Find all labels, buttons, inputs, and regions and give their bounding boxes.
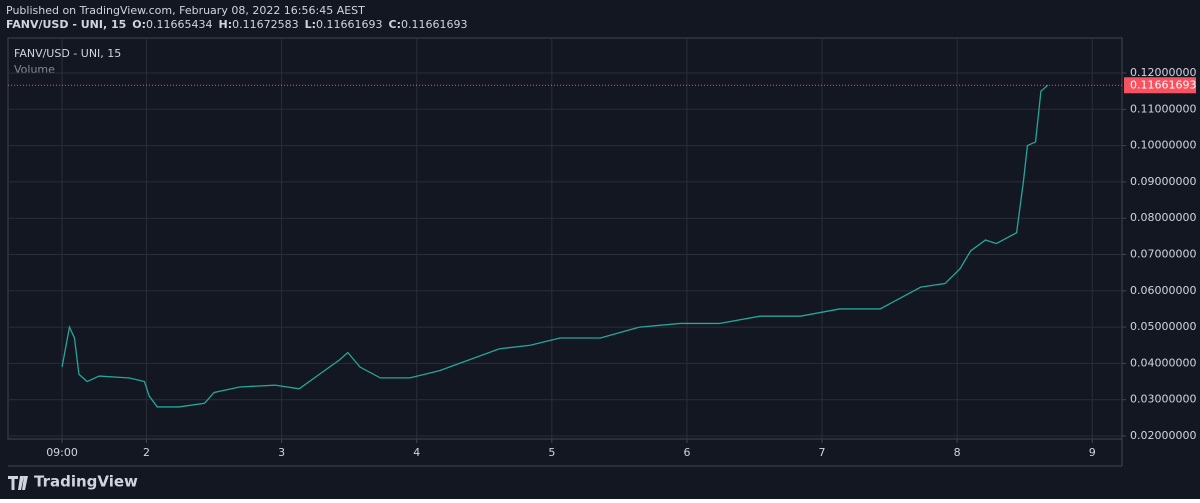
y-tick-label: 0.11000000 (1130, 102, 1196, 115)
x-tick-label: 8 (954, 446, 961, 459)
ohlc-value: 0.11661693 (316, 18, 382, 31)
x-tick-label: 6 (683, 446, 690, 459)
y-tick-label: 0.12000000 (1130, 66, 1196, 79)
volume-label: Volume (14, 63, 55, 76)
plot-frame (7, 37, 1123, 440)
ohlc-value: 0.11672583 (232, 18, 298, 31)
x-tick-label: 5 (548, 446, 555, 459)
ohlc-label: O: (132, 18, 146, 31)
y-tick-label: 0.07000000 (1130, 247, 1196, 260)
x-tick-label: 2 (143, 446, 150, 459)
x-tick-label: 7 (819, 446, 826, 459)
y-tick-label: 0.03000000 (1130, 393, 1196, 406)
last-price-box (1124, 77, 1196, 94)
ohlc-label: H: (219, 18, 233, 31)
ohlc-value: 0.11665434 (146, 18, 212, 31)
brand: TradingView (34, 473, 138, 491)
x-tick-label: 3 (278, 446, 285, 459)
ohlc-label: C: (389, 18, 401, 31)
y-tick-label: 0.05000000 (1130, 320, 1196, 333)
x-tick-label: 4 (413, 446, 420, 459)
x-tick-label: 09:00 (46, 446, 78, 459)
y-tick-label: 0.08000000 (1130, 211, 1196, 224)
y-tick-label: 0.04000000 (1130, 356, 1196, 369)
symbol: FANV/USD - UNI, 15 (14, 47, 121, 60)
y-tick-label: 0.06000000 (1130, 284, 1196, 297)
last-price-label: 0.11661693 (1130, 78, 1196, 91)
y-tick-label: 0.02000000 (1130, 429, 1196, 442)
y-tick-label: 0.10000000 (1130, 139, 1196, 152)
ohlc-label: L: (305, 18, 316, 31)
ohlc-value: 0.11661693 (401, 18, 467, 31)
price-line (61, 84, 1049, 408)
x-tick-label: 9 (1089, 446, 1096, 459)
published-note: Published on TradingView.com, February 0… (6, 4, 365, 17)
brand-logo (8, 476, 28, 490)
header-symbol: FANV/USD - UNI, 15 (6, 18, 126, 31)
y-tick-label: 0.09000000 (1130, 175, 1196, 188)
